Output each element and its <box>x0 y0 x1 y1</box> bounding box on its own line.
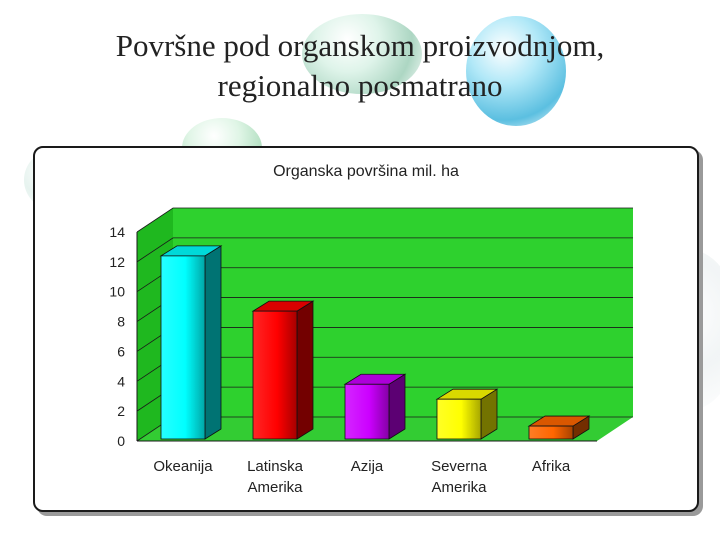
slide-title-line-2: regionalno posmatrano <box>217 68 503 103</box>
bar-side <box>388 373 406 440</box>
y-tick-label: 10 <box>109 284 125 300</box>
y-tick-label: 12 <box>109 254 125 270</box>
x-category-label: Okeanija <box>153 458 213 475</box>
bar-afrika <box>528 425 574 440</box>
bar-latinska-amerika <box>252 310 298 440</box>
y-tick-label: 8 <box>117 314 125 330</box>
y-tick-label: 4 <box>117 373 125 389</box>
bar-side <box>204 245 222 440</box>
bar-okeanija <box>160 255 206 440</box>
bar-side <box>296 300 314 440</box>
y-tick-label: 2 <box>117 403 125 419</box>
x-category-label: Amerika <box>247 479 303 496</box>
x-category-label: Latinska <box>247 458 304 475</box>
y-tick-label: 0 <box>117 433 125 449</box>
y-tick-label: 14 <box>109 224 125 240</box>
chart-frame: 0 2 4 6 8 10 12 14 Okeanija Latinska Amerika Azija S… <box>33 146 699 512</box>
bar-chart: 0 2 4 6 8 10 12 14 Okeanija Latinska Amerika Azija S… <box>109 163 633 496</box>
x-category-label: Azija <box>351 458 384 475</box>
gridline <box>136 207 633 233</box>
slide-title: Površne pod organskom proizvodnjom, regi… <box>0 26 720 106</box>
bar-azija <box>344 383 390 440</box>
gridline <box>136 237 633 263</box>
y-tick-label: 6 <box>117 343 125 359</box>
x-category-label: Severna <box>431 458 488 475</box>
chart-title: Organska površina mil. ha <box>273 163 459 180</box>
x-category-label: Afrika <box>532 458 571 475</box>
slide-title-line-1: Površne pod organskom proizvodnjom, <box>115 28 605 63</box>
x-category-label: Amerika <box>431 479 487 496</box>
bar-severna-amerika <box>436 398 482 440</box>
